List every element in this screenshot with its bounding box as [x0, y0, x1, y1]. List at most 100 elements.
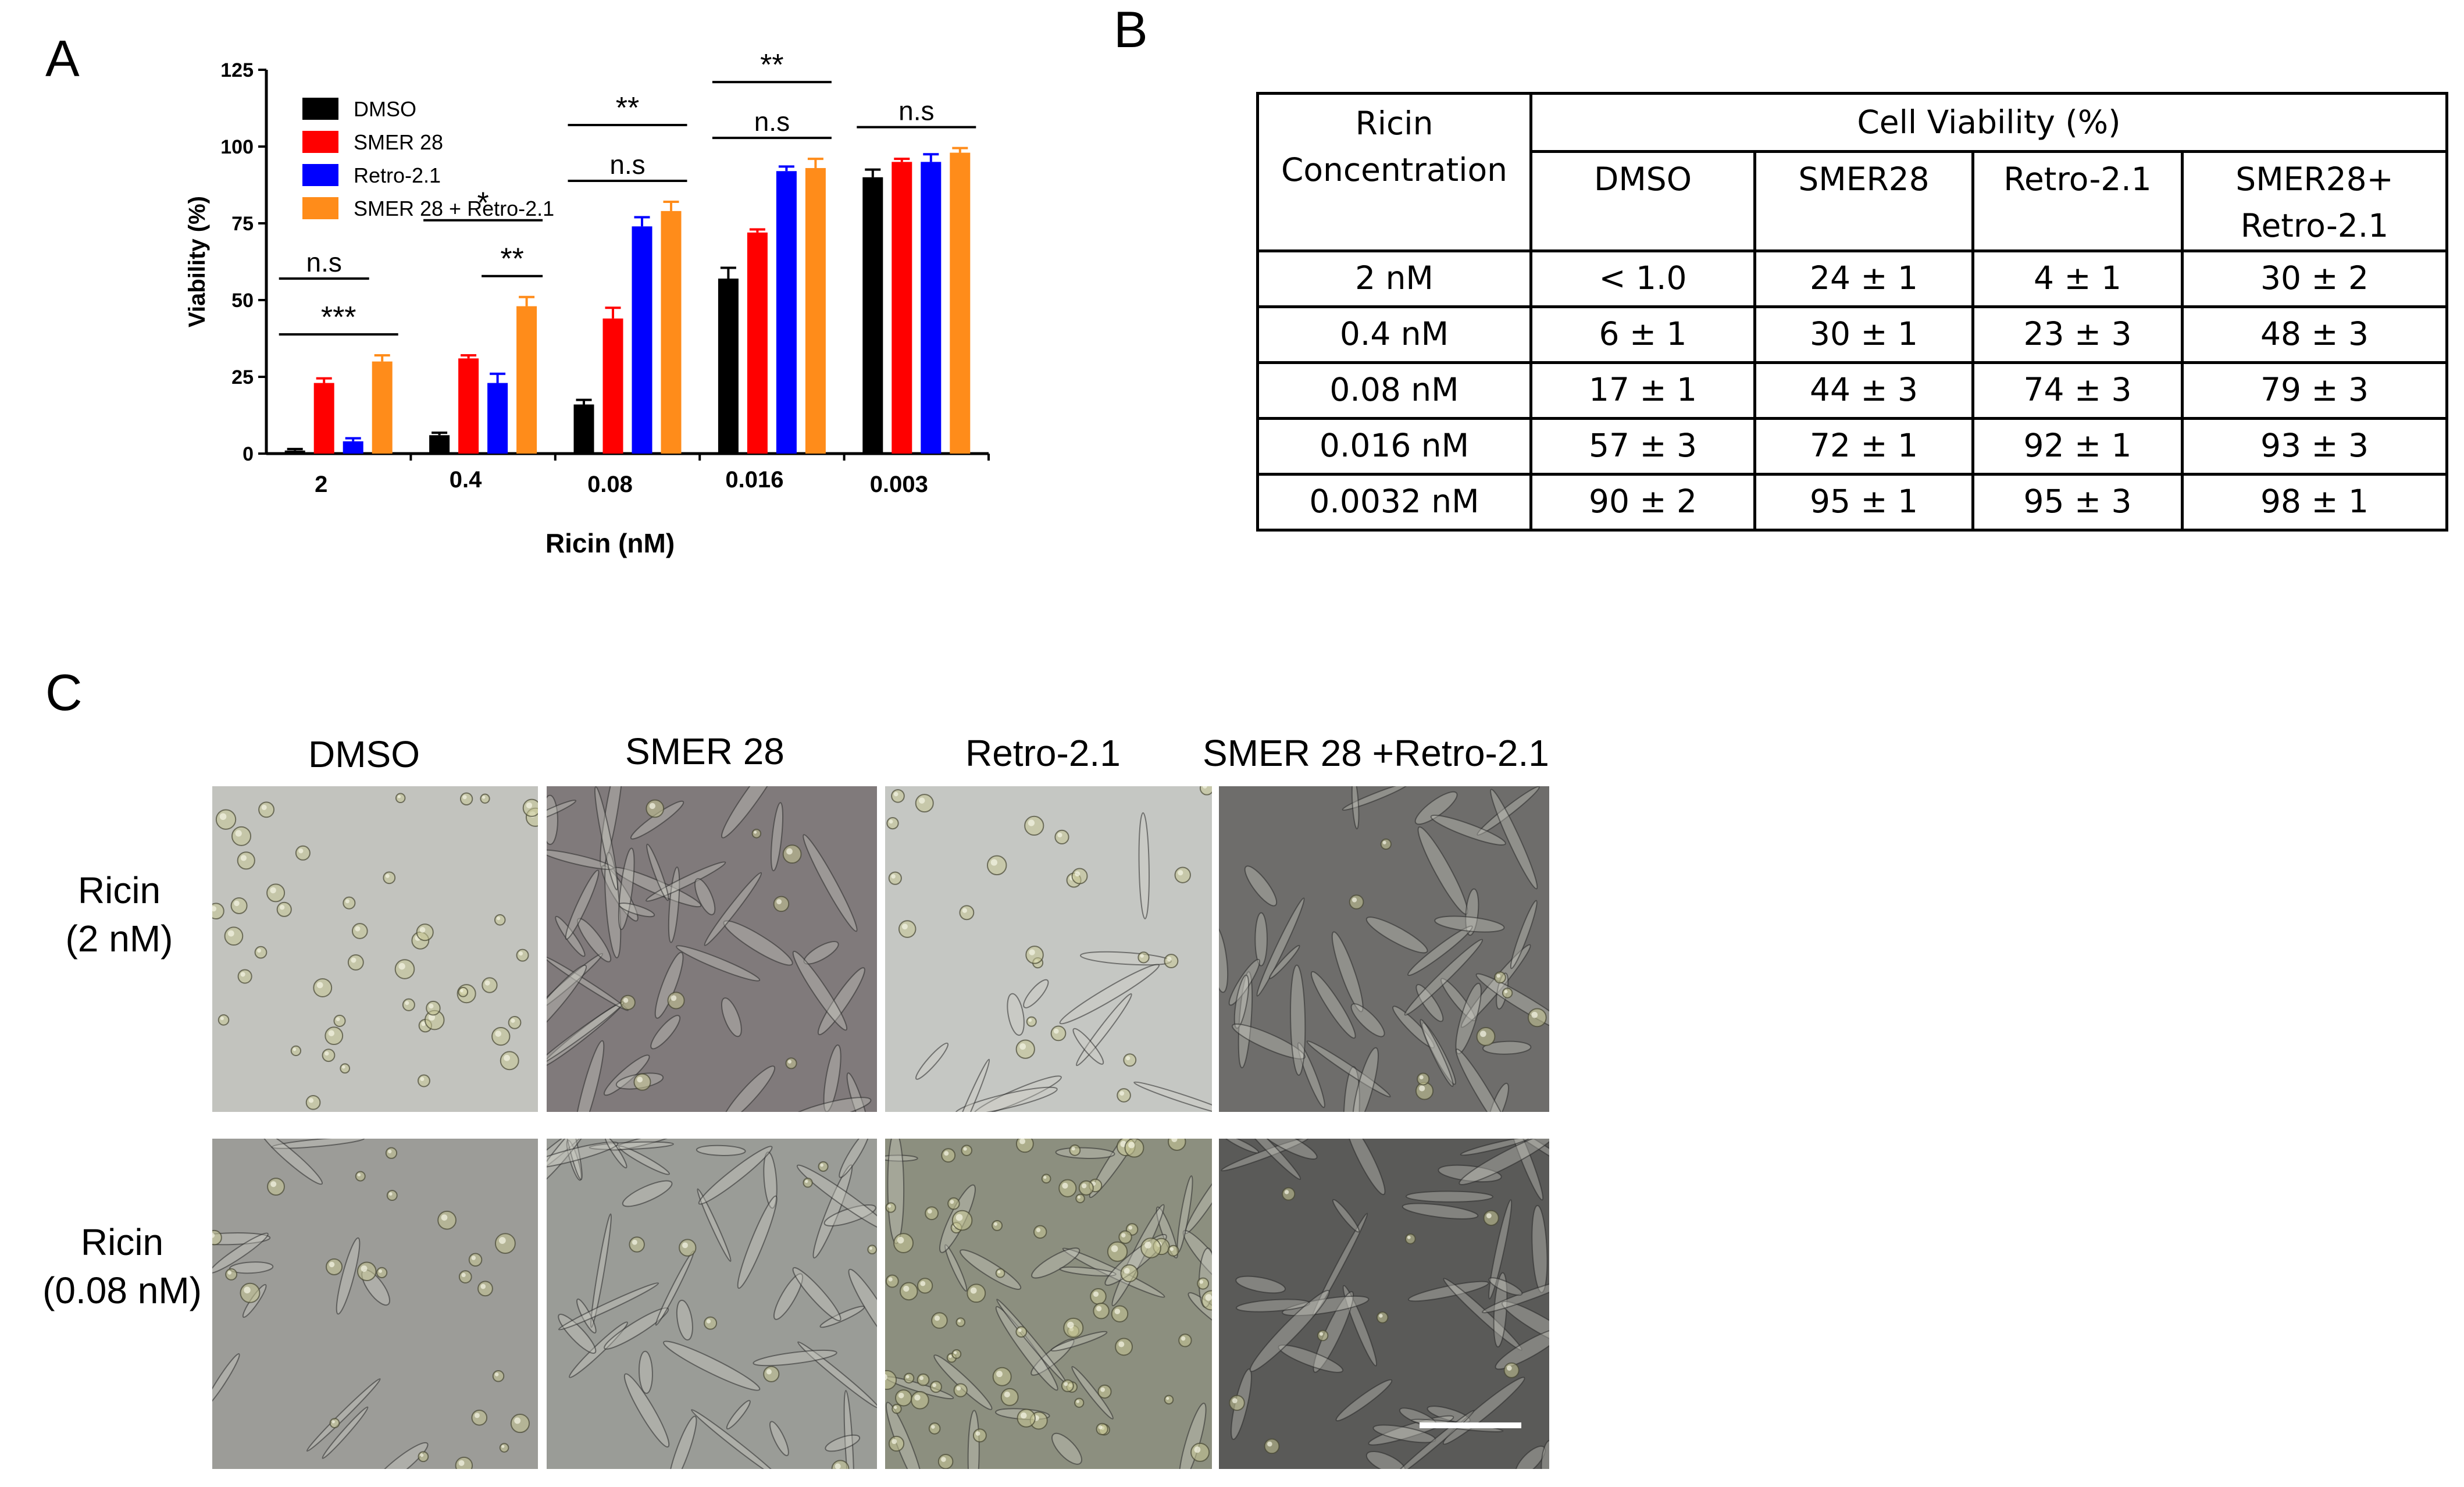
cell-shape — [1402, 1203, 1479, 1219]
row-label-line: Ricin — [80, 1221, 164, 1263]
cell-shape — [325, 1026, 344, 1046]
micrograph-column-label: SMER 28 +Retro-2.1 — [1203, 732, 1549, 774]
significance-label: n.s — [754, 106, 790, 137]
cell-shape — [919, 1376, 924, 1381]
cell-shape — [1229, 1395, 1245, 1411]
micrograph-row-label: Ricin (2 nM) — [47, 866, 192, 963]
cell-shape — [290, 1045, 302, 1057]
cell-shape — [388, 1149, 392, 1154]
cell-shape — [893, 791, 898, 797]
panel-label-c: C — [45, 664, 83, 721]
cell-shape — [501, 1445, 505, 1448]
cell-shape — [1181, 1336, 1186, 1341]
cell-shape — [941, 1148, 956, 1163]
cell-shape — [1107, 1241, 1128, 1262]
cell-shape — [1190, 1442, 1210, 1462]
cell-shape — [654, 951, 684, 1019]
cell-shape — [997, 1270, 1001, 1274]
cell-shape — [1317, 1329, 1329, 1342]
cell-shape — [1417, 826, 1468, 915]
cell-shape — [322, 1406, 369, 1459]
cell-shape — [231, 826, 252, 846]
cell-shape — [848, 1268, 877, 1352]
cell-shape — [1504, 990, 1508, 993]
cell-shape — [722, 1065, 776, 1112]
cell-shape — [1081, 1183, 1087, 1189]
cell-shape — [920, 1281, 926, 1286]
cell-shape — [322, 1049, 336, 1062]
cell-shape — [589, 1141, 674, 1150]
cell-shape — [1365, 917, 1428, 954]
cell-shape — [776, 899, 782, 905]
cell-shape — [1074, 1397, 1085, 1408]
micrograph-dmso-008nm — [212, 1139, 538, 1469]
cell-shape — [383, 871, 396, 885]
cell-shape — [1117, 1088, 1131, 1103]
cell-shape — [972, 1075, 1062, 1112]
cell-shape — [308, 1098, 314, 1103]
cell-shape — [893, 1406, 897, 1409]
cell-shape — [1221, 1139, 1309, 1172]
cell-shape — [1007, 993, 1025, 1036]
cell-shape — [1111, 1245, 1118, 1253]
cell-shape — [1063, 1317, 1084, 1338]
cell-shape — [1254, 912, 1268, 967]
significance-label: n.s — [306, 247, 342, 277]
table-col-retro: Retro-2.1 — [1971, 150, 2184, 252]
y-tick-label: 100 — [220, 136, 254, 158]
cell-shape — [792, 950, 848, 1031]
cell-shape — [510, 1413, 530, 1433]
bar — [632, 226, 652, 454]
cell-shape — [694, 878, 716, 915]
cell-shape — [325, 1051, 329, 1056]
cell-shape — [885, 1154, 918, 1162]
cell-shape — [227, 1271, 232, 1275]
table-cell: 72 ± 1 — [1753, 416, 1974, 476]
legend-swatch — [302, 98, 338, 120]
cell-shape — [1223, 1139, 1260, 1154]
cell-shape — [1050, 1025, 1067, 1042]
cell-shape — [1510, 900, 1538, 969]
cell-shape — [623, 1373, 670, 1448]
cell-shape — [1041, 1174, 1051, 1184]
cell-shape — [1465, 888, 1479, 936]
table-cell: 0.0032 nM — [1256, 472, 1532, 532]
cell-shape — [1079, 951, 1172, 966]
cell-shape — [623, 997, 629, 1003]
cell-shape — [667, 992, 685, 1010]
cell-shape — [1054, 829, 1069, 844]
cell-shape — [498, 1237, 506, 1244]
cell-shape — [270, 1181, 277, 1188]
cell-shape — [751, 829, 762, 839]
cell-shape — [843, 1390, 855, 1469]
cell-shape — [212, 1233, 215, 1238]
cell-shape — [914, 1395, 921, 1401]
row-label-line: Ricin — [77, 869, 161, 911]
cell-shape — [547, 964, 587, 1048]
cell-shape — [812, 1164, 853, 1259]
cell-shape — [1119, 1091, 1125, 1096]
cell-shape — [1257, 1139, 1318, 1160]
table-cell: 2 nM — [1256, 249, 1532, 308]
cell-shape — [484, 980, 490, 986]
cell-shape — [944, 1244, 968, 1292]
cell-shape — [577, 918, 612, 962]
cell-shape — [267, 1178, 285, 1196]
cell-shape — [212, 1229, 222, 1246]
cell-shape — [928, 1422, 941, 1435]
cell-shape — [1313, 1291, 1354, 1373]
cell-shape — [962, 908, 967, 913]
cell-shape — [639, 1350, 653, 1394]
cell-shape — [1455, 982, 1482, 1054]
cell-shape — [967, 1283, 986, 1303]
cell-shape — [899, 1282, 918, 1301]
cell-shape — [931, 1312, 948, 1329]
cell-shape — [950, 1200, 954, 1204]
cell-shape — [650, 1015, 681, 1050]
cell-shape — [394, 959, 415, 979]
bar — [921, 162, 942, 454]
cell-shape — [898, 920, 917, 938]
cell-shape — [347, 954, 364, 971]
table-row: 0.0032 nM 90 ± 2 95 ± 1 95 ± 3 98 ± 1 — [1256, 472, 2448, 532]
cell-shape — [1076, 1400, 1080, 1403]
